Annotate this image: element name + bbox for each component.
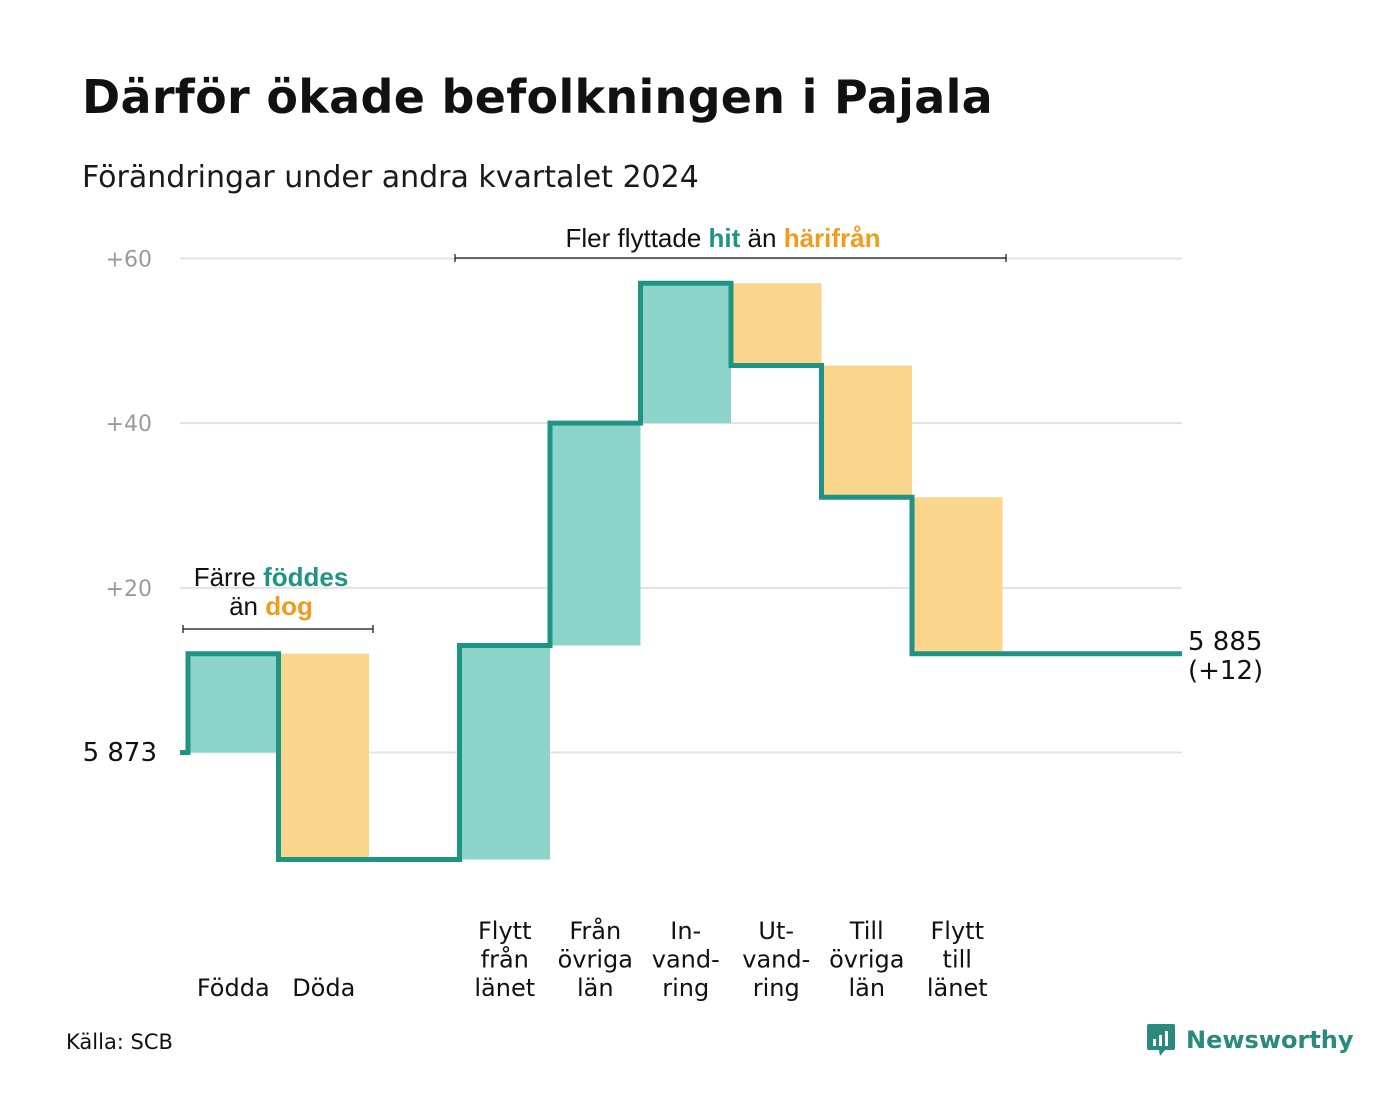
x-tick-label: vand- bbox=[652, 946, 720, 974]
x-tick-label: Till bbox=[849, 917, 884, 945]
x-tick-label: från bbox=[481, 945, 529, 974]
x-tick-label: övriga bbox=[829, 946, 904, 974]
x-tick-label: In- bbox=[670, 917, 701, 945]
waterfall-bar bbox=[550, 423, 641, 646]
x-tick-label: län bbox=[848, 974, 885, 1002]
x-tick-label: vand- bbox=[742, 946, 810, 974]
annotation-migration: Fler flyttade hit än härifrån bbox=[454, 223, 1007, 262]
waterfall-bar bbox=[640, 283, 731, 424]
x-tick-label: ring bbox=[662, 974, 709, 1002]
x-tick-label: länet bbox=[474, 974, 535, 1002]
end-change-label: (+12) bbox=[1188, 656, 1263, 686]
annotation-line-2: än dog bbox=[229, 591, 313, 621]
start-value-label: 5 873 bbox=[83, 738, 157, 768]
x-tick-label: länet bbox=[927, 974, 988, 1002]
x-tick-label: Ut- bbox=[758, 917, 794, 945]
annotation-line-1: Färre föddes bbox=[194, 562, 349, 592]
brand-name: Newsworthy bbox=[1186, 1026, 1354, 1054]
waterfall-bar bbox=[188, 653, 279, 753]
x-tick-label: Födda bbox=[197, 974, 270, 1002]
x-tick-label: län bbox=[577, 974, 614, 1002]
annotation-migration-text: Fler flyttade hit än härifrån bbox=[565, 223, 880, 253]
chart-title: Därför ökade befolkningen i Pajala bbox=[82, 70, 993, 124]
y-tick-label: +20 bbox=[106, 577, 152, 602]
waterfall-bar bbox=[731, 283, 822, 366]
waterfall-bar bbox=[459, 645, 550, 860]
x-tick-label: Flytt bbox=[931, 917, 985, 945]
x-tick-label: Döda bbox=[292, 974, 355, 1002]
x-tick-label: Flytt bbox=[478, 917, 532, 945]
x-tick-label: ring bbox=[753, 974, 800, 1002]
newsworthy-logo-icon bbox=[1147, 1024, 1175, 1056]
x-tick-label: Från bbox=[569, 916, 621, 945]
x-axis-labels: Födda DödaFlyttfrånlänetFrånövrigalänIn-v… bbox=[197, 916, 988, 1002]
waterfall-bar bbox=[912, 497, 1003, 654]
waterfall-bar bbox=[821, 365, 912, 498]
brand-logo[interactable]: Newsworthy bbox=[1146, 1022, 1354, 1058]
running-total-line bbox=[180, 280, 1182, 863]
x-tick-label: övriga bbox=[558, 946, 633, 974]
waterfall-bar bbox=[278, 653, 369, 860]
source-note: Källa: SCB bbox=[66, 1030, 173, 1054]
chart-subtitle: Förändringar under andra kvartalet 2024 bbox=[82, 160, 699, 195]
annotation-births-deaths: Färre föddes än dog bbox=[182, 562, 374, 633]
y-tick-label: +60 bbox=[106, 248, 152, 273]
y-tick-label: +40 bbox=[106, 412, 152, 437]
end-value-label: 5 885 bbox=[1188, 627, 1262, 657]
x-tick-label: till bbox=[943, 946, 972, 974]
bars bbox=[188, 283, 1003, 860]
